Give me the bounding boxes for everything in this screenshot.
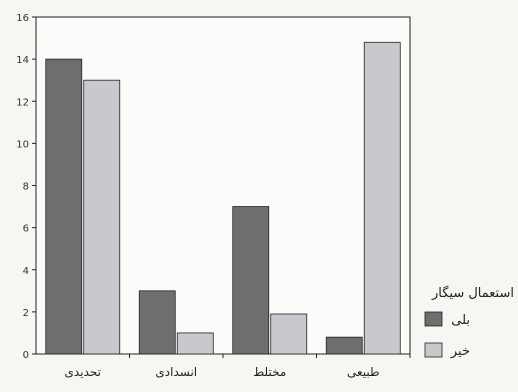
y-tick-label: 6 (23, 224, 29, 235)
x-category-label: مختلط (253, 365, 286, 379)
y-tick-label: 12 (16, 97, 29, 108)
legend-title: استعمال سیگار (431, 285, 514, 301)
x-category-label: انسدادی (155, 365, 197, 379)
y-tick-label: 14 (16, 55, 29, 66)
bar-yes-3 (325, 336, 363, 355)
x-category-label: طبیعی (347, 365, 380, 379)
bars-group (45, 41, 401, 355)
bar-yes-0 (45, 58, 83, 355)
x-axis-labels: تحدیدی انسدادی مختلط طبیعی (65, 354, 411, 379)
bar-no-0 (83, 79, 121, 355)
y-axis: 0 2 4 6 8 10 12 14 16 (16, 13, 36, 361)
bar-no-1 (176, 332, 214, 355)
legend-label-no: خیر (450, 344, 470, 359)
legend: استعمال سیگار بلی خیر (424, 285, 514, 359)
y-tick-label: 4 (23, 266, 29, 277)
y-tick-label: 2 (23, 308, 29, 319)
legend-swatch-yes (424, 311, 443, 327)
bar-no-2 (270, 313, 308, 355)
y-tick-label: 10 (16, 139, 29, 150)
y-tick-label: 0 (23, 350, 29, 361)
legend-label-yes: بلی (451, 313, 470, 328)
bar-no-3 (363, 41, 401, 355)
y-tick-label: 16 (16, 13, 29, 24)
x-category-label: تحدیدی (65, 365, 101, 379)
bar-yes-1 (138, 290, 176, 355)
legend-swatch-no (424, 342, 443, 358)
y-tick-label: 8 (23, 182, 29, 193)
bar-yes-2 (232, 206, 270, 355)
